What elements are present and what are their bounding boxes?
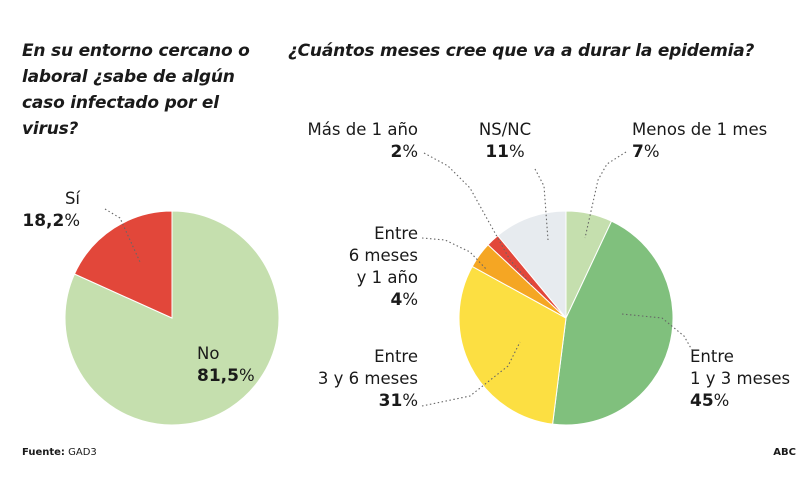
slice-value: 18,2 [22, 211, 65, 231]
slice-value: 2 [390, 142, 403, 162]
chart1-label-no: No 81,5% [197, 343, 317, 387]
chart2-label-1-3-meses: Entre 1 y 3 meses 45% [690, 346, 810, 412]
slice-label: Sí [64, 189, 80, 208]
chart2-label-menos-1-mes: Menos de 1 mes 7% [632, 119, 807, 163]
slice-value: 45 [690, 391, 714, 411]
slice-label: 3 y 6 meses [317, 369, 418, 388]
chart1-title-line: En su entorno cercano o [22, 41, 250, 61]
chart2-label-6-meses-1-ano: Entre 6 meses y 1 año 4% [300, 223, 418, 311]
chart1-leader-si [104, 208, 141, 263]
slice-label: NS/NC [478, 120, 532, 139]
chart1-label-si: Sí 18,2% [0, 188, 80, 232]
slice-label: y 1 año [356, 268, 418, 287]
source-label: Fuente: [22, 447, 65, 458]
slice-value: 31 [378, 391, 403, 411]
slice-label: Más de 1 año [307, 120, 418, 139]
chart2-slice-entre-3-y-6-meses [458, 265, 567, 425]
source-note: Fuente: GAD3 [22, 447, 97, 458]
slice-label: 6 meses [348, 246, 418, 265]
slice-value: 4 [390, 290, 403, 310]
slice-label: Entre [374, 224, 418, 243]
chart1-title-line: caso infectado por el [22, 93, 219, 113]
chart2-leader-6-meses-1-ano [421, 237, 488, 271]
chart1-title-line: laboral ¿sabe de algún [22, 67, 235, 87]
slice-label: Entre [690, 347, 734, 366]
chart2-slice-entre-1-y-3-meses [552, 220, 674, 426]
chart2-title: ¿Cuántos meses cree que va a durar la ep… [288, 41, 755, 61]
chart2-leader-1-3-meses [621, 313, 693, 351]
chart1-title: En su entorno cercano o laboral ¿sabe de… [22, 38, 272, 142]
brand-text: ABC [773, 447, 796, 458]
chart2-leader-3-6-meses [421, 341, 521, 407]
slice-label: 1 y 3 meses [690, 369, 791, 388]
slice-label: Entre [374, 347, 418, 366]
slice-label: No [197, 344, 220, 363]
brand-label: ABC [760, 447, 796, 458]
chart2-label-nsnc: NS/NC 11% [455, 119, 555, 163]
slice-value: 81,5 [197, 366, 239, 386]
chart2-slice-ns-nc [497, 210, 567, 320]
slice-label: Menos de 1 mes [632, 120, 768, 139]
chart1-slice-si [73, 210, 173, 319]
chart1-title-line: virus? [22, 119, 79, 139]
source-value: GAD3 [68, 447, 97, 458]
slice-value: 7 [632, 142, 644, 162]
slice-value: 11 [485, 142, 509, 162]
chart2-label-mas-1-ano: Más de 1 año 2% [280, 119, 418, 163]
chart2-label-3-6-meses: Entre 3 y 6 meses 31% [260, 346, 418, 412]
